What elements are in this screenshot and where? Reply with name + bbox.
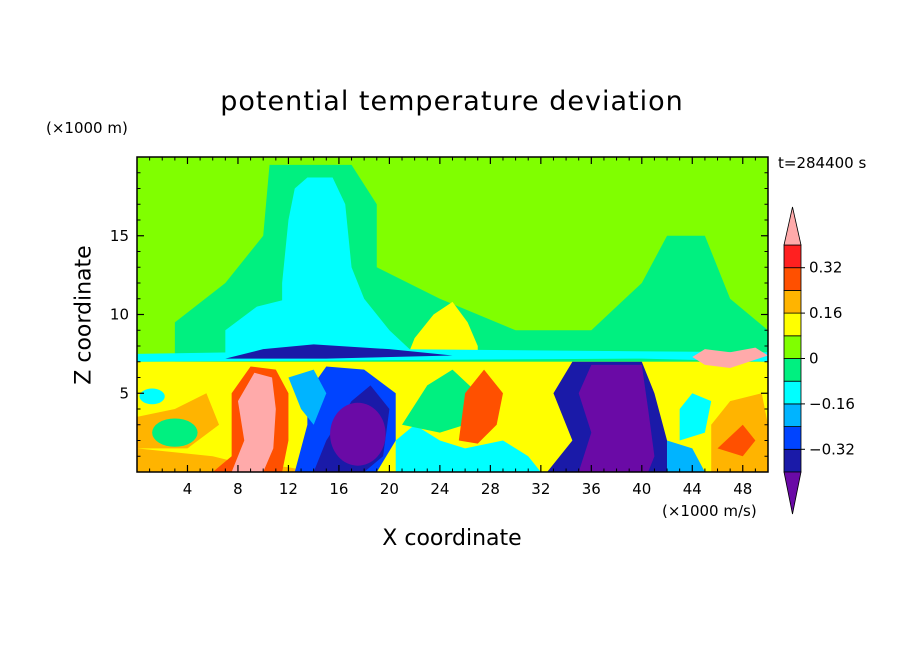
colorbar-segment — [783, 244, 802, 269]
y-axis-unit: (×1000 m) — [46, 119, 128, 137]
colorbar-min-triangle — [783, 471, 802, 515]
cyan-plume-base — [225, 298, 289, 354]
green-eddy-left — [152, 418, 198, 447]
colorbar-segment — [783, 335, 802, 359]
upper-neutral-notch — [439, 164, 731, 291]
right-pink-patch — [692, 347, 768, 369]
x-tick-label: 36 — [582, 480, 601, 498]
x-tick-label: 20 — [380, 480, 399, 498]
cold-core-1 — [330, 402, 386, 466]
x-tick-label: 28 — [481, 480, 500, 498]
colorbar-segment — [783, 426, 802, 450]
colorbar-segment — [783, 289, 802, 314]
right-cyan-patch — [679, 393, 712, 441]
x-tick-label: 40 — [632, 480, 651, 498]
colorbar-segment — [783, 403, 802, 427]
y-axis: 5 10 15 — [110, 172, 768, 457]
colorbar-tick-label: 0.16 — [809, 304, 842, 322]
x-tick-label: 8 — [233, 480, 243, 498]
colorbar-tick-label: 0 — [809, 350, 819, 368]
colorbar-segment — [783, 267, 802, 291]
x-tick-label: 24 — [430, 480, 449, 498]
cold-core-2 — [578, 364, 655, 472]
chart-title: potential temperature deviation — [220, 86, 684, 117]
y-tick-label: 15 — [110, 227, 129, 245]
colorbar: 0.32 0.16 0 −0.16 −0.32 — [783, 206, 855, 515]
colorbar-segment — [783, 380, 802, 405]
mid-red-streak — [458, 369, 503, 444]
mid-yellow-patch — [502, 366, 554, 425]
x-axis: 4 8 12 16 20 24 28 32 36 40 44 48 — [149, 157, 756, 498]
x-tick-label: 4 — [183, 480, 193, 498]
colorbar-segment — [783, 358, 802, 382]
mid-cyan-region — [395, 424, 541, 472]
x-tick-label: 32 — [531, 480, 550, 498]
right-red-patch — [717, 424, 756, 457]
x-tick-label: 12 — [279, 480, 298, 498]
y-tick-label: 5 — [119, 384, 129, 402]
upper-warm-patch — [408, 301, 478, 354]
x-axis-unit: (×1000 m/s) — [662, 502, 757, 520]
cyan-filament-1 — [288, 369, 327, 425]
x-axis-label-text: X coordinate — [382, 526, 522, 551]
x-tick-label: 48 — [733, 480, 752, 498]
x-axis-label: X coordinate — [0, 526, 904, 551]
colorbar-segment — [783, 312, 802, 337]
warm-core-inner — [231, 372, 276, 472]
contour-field — [137, 157, 768, 472]
colorbar-tick-label: −0.32 — [809, 440, 855, 458]
colorbar-max-triangle — [783, 206, 802, 246]
right-blue-patch — [667, 440, 705, 472]
colorbar-tick-label: −0.16 — [809, 395, 855, 413]
upper-neutral-spike — [502, 164, 567, 252]
cyan-plume — [282, 177, 415, 354]
x-tick-label: 44 — [683, 480, 702, 498]
colorbar-segment — [783, 448, 802, 473]
y-tick-label: 10 — [110, 306, 129, 324]
time-label: t=284400 s — [778, 154, 867, 172]
x-tick-label: 16 — [329, 480, 348, 498]
inversion-dark-band — [225, 344, 453, 359]
colorbar-tick-label: 0.32 — [809, 259, 842, 277]
cyan-eddy-left — [139, 388, 165, 405]
mid-green-region — [402, 369, 478, 433]
